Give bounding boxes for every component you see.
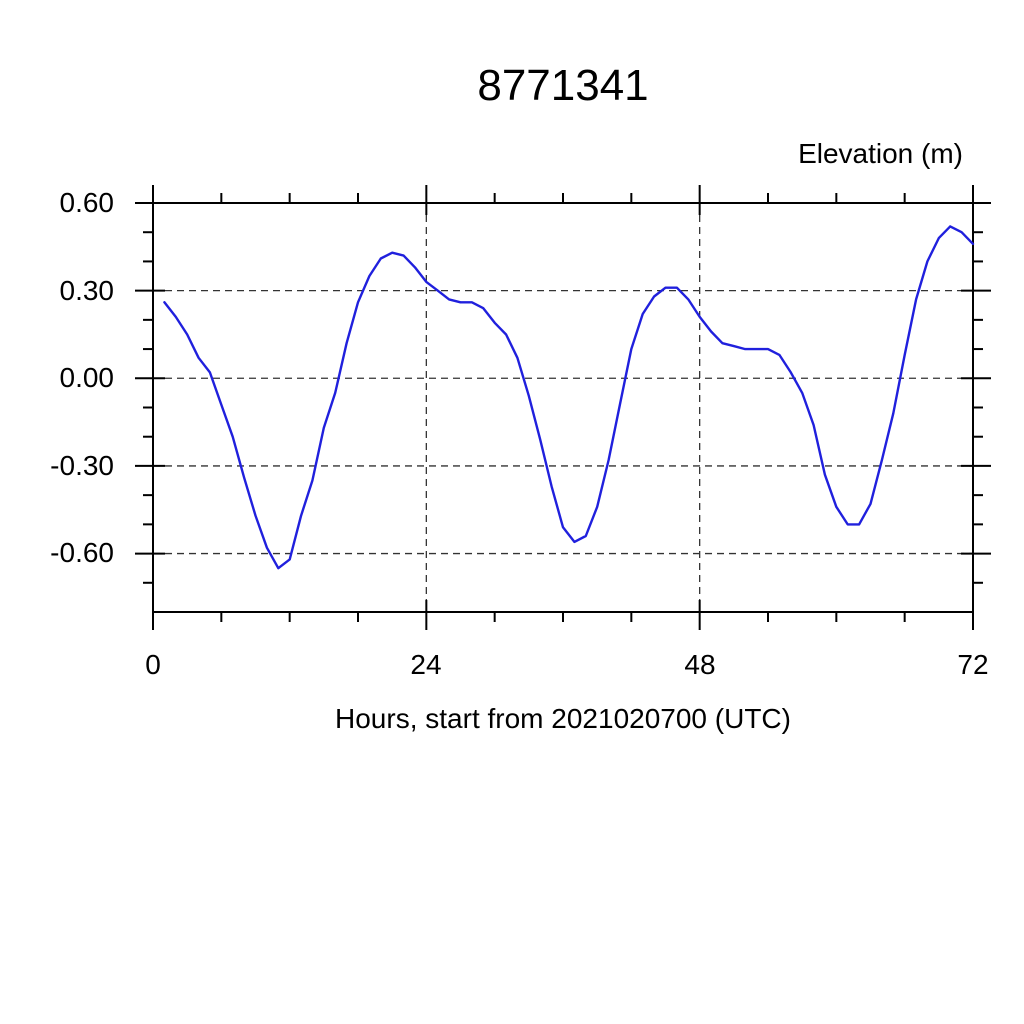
- y-tick-label: -0.60: [50, 537, 114, 568]
- chart-title: 8771341: [477, 61, 649, 110]
- x-tick-label: 0: [145, 649, 161, 680]
- axis-ticks: [135, 185, 991, 630]
- y-tick-label: -0.30: [50, 450, 114, 481]
- y-tick-label: 0.30: [59, 275, 115, 306]
- y-tick-label: 0.00: [59, 362, 115, 393]
- x-tick-label: 72: [957, 649, 989, 680]
- grid-lines: [153, 202, 973, 612]
- x-tick-label: 48: [684, 649, 716, 680]
- y-tick-label: 0.60: [59, 187, 115, 218]
- y-axis-unit-label: Elevation (m): [798, 138, 963, 169]
- elevation-line-series: [163, 225, 975, 570]
- x-axis-label: Hours, start from 2021020700 (UTC): [335, 703, 791, 734]
- x-tick-label: 24: [410, 649, 442, 680]
- plot-frame: [152, 202, 974, 613]
